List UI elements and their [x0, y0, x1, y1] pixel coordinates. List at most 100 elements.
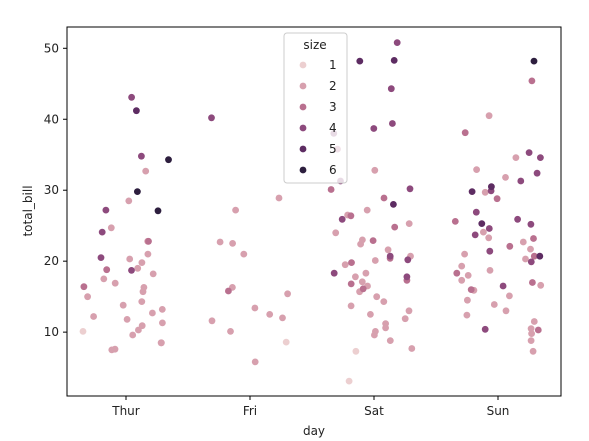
data-point-size-2: [512, 154, 520, 162]
data-point-size-4: [403, 273, 411, 281]
data-point-size-3: [145, 237, 152, 245]
legend-marker-6: [299, 166, 307, 174]
legend-label-2: 2: [329, 79, 337, 93]
data-point-size-2: [240, 250, 248, 258]
data-point-size-2: [490, 301, 498, 308]
data-point-size-2: [332, 229, 340, 237]
data-point-size-3: [530, 252, 538, 260]
data-point-size-2: [232, 206, 240, 214]
data-point-size-2: [347, 302, 355, 310]
data-point-size-6: [154, 207, 162, 215]
y-tick-label: 30: [44, 183, 59, 197]
data-point-size-2: [158, 306, 166, 313]
data-point-size-2: [461, 250, 468, 258]
data-point-size-3: [359, 285, 367, 293]
data-point-size-2: [358, 278, 366, 286]
legend-label-1: 1: [329, 58, 337, 72]
data-point-size-4: [338, 215, 346, 223]
data-point-size-2: [371, 331, 378, 339]
data-point-size-4: [406, 185, 414, 193]
data-point-size-2: [373, 293, 381, 301]
data-point-size-4: [472, 208, 480, 216]
data-point-size-2: [380, 298, 388, 305]
data-point-size-4: [517, 177, 525, 185]
data-point-size-2: [527, 337, 535, 344]
data-point-size-2: [528, 330, 535, 337]
data-point-size-2: [138, 298, 146, 305]
data-point-size-4: [330, 269, 338, 277]
data-point-size-2: [134, 264, 142, 272]
data-point-size-3: [451, 218, 459, 225]
data-point-size-4: [389, 120, 396, 127]
data-point-size-3: [493, 195, 501, 203]
data-point-size-2: [463, 311, 471, 319]
data-point-size-2: [341, 261, 349, 269]
data-point-size-4: [98, 228, 106, 236]
data-point-size-4: [387, 85, 395, 93]
data-point-size-3: [80, 283, 88, 291]
data-point-size-2: [129, 331, 137, 339]
data-point-size-2: [527, 325, 535, 332]
data-point-size-4: [97, 254, 105, 261]
legend-label-6: 6: [329, 163, 337, 177]
data-point-size-2: [144, 250, 152, 258]
data-point-size-3: [380, 194, 388, 202]
data-point-size-3: [327, 186, 335, 193]
data-point-size-6: [134, 188, 141, 196]
data-point-size-2: [275, 194, 283, 202]
data-point-size-2: [367, 311, 374, 318]
data-point-size-2: [357, 240, 364, 248]
data-point-size-2: [371, 166, 379, 174]
legend-marker-5: [299, 145, 307, 153]
data-point-size-2: [405, 307, 413, 315]
data-point-size-2: [386, 337, 394, 344]
data-point-size-5: [390, 201, 397, 208]
data-point-size-2: [527, 245, 534, 253]
data-point-size-2: [149, 270, 157, 278]
data-point-size-2: [485, 112, 493, 120]
data-point-size-4: [128, 267, 135, 274]
data-point-size-4: [393, 39, 401, 46]
data-point-size-4: [471, 231, 479, 239]
data-point-size-2: [138, 259, 146, 266]
data-point-size-2: [382, 324, 389, 332]
data-point-size-4: [486, 247, 494, 255]
data-point-size-4: [208, 114, 215, 122]
data-point-size-2: [284, 290, 291, 298]
x-axis-label: day: [303, 424, 325, 438]
data-point-size-2: [90, 313, 97, 320]
data-point-size-6: [530, 57, 538, 65]
data-point-size-4: [533, 169, 541, 177]
legend-marker-4: [299, 124, 307, 132]
legend-marker-2: [299, 82, 307, 90]
data-point-size-5: [356, 57, 364, 65]
data-point-size-2: [408, 345, 416, 352]
data-point-size-3: [529, 279, 536, 286]
data-point-size-2: [208, 317, 216, 325]
data-point-size-3: [453, 269, 461, 277]
data-point-size-2: [126, 255, 134, 263]
data-point-size-3: [391, 223, 399, 231]
data-point-size-4: [370, 125, 378, 132]
data-point-size-2: [125, 197, 133, 205]
x-tick-label: Thur: [111, 404, 140, 418]
legend-label-3: 3: [329, 100, 337, 114]
data-point-size-2: [485, 234, 493, 242]
data-point-size-2: [119, 301, 127, 309]
data-point-size-2: [107, 224, 115, 232]
y-axis: 10 20 30 40 50: [44, 41, 67, 339]
y-axis-label: total_bill: [21, 185, 35, 236]
y-tick-label: 50: [44, 41, 59, 55]
data-point-size-2: [108, 346, 116, 354]
data-point-size-2: [502, 174, 509, 181]
legend-title: size: [303, 38, 326, 52]
data-point-size-3: [369, 237, 377, 245]
legend: size 1 2 3 4 5 6: [283, 32, 348, 184]
data-point-size-3: [348, 259, 355, 266]
data-point-size-2: [530, 318, 538, 325]
data-point-size-2: [458, 276, 466, 284]
data-point-size-2: [502, 307, 510, 315]
data-point-size-3: [347, 280, 355, 288]
data-point-size-2: [486, 267, 494, 274]
